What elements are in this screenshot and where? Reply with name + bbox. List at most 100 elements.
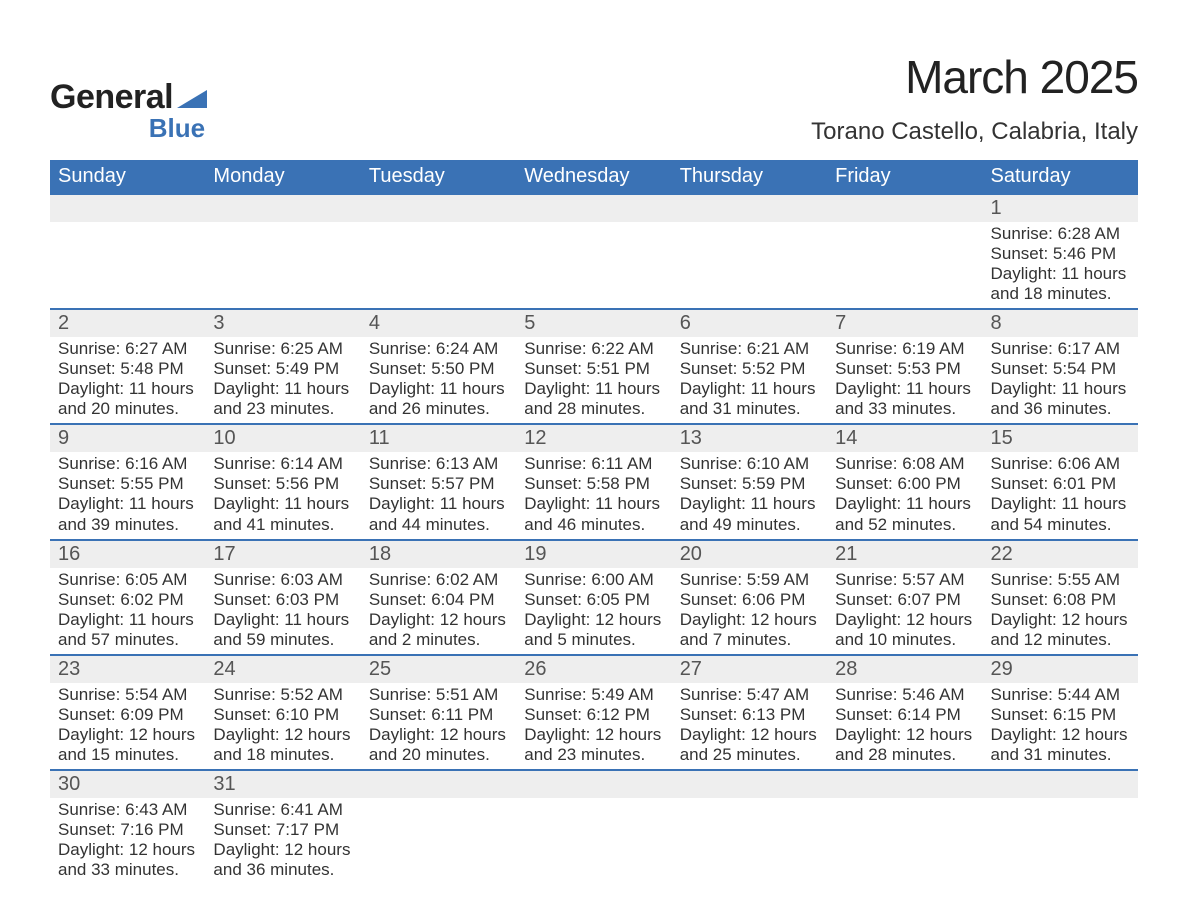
day-detail: Sunrise: 6:08 AMSunset: 6:00 PMDaylight:… (827, 452, 982, 539)
day-dl1: Daylight: 12 hours (213, 840, 352, 860)
week-daynum-row: 1 (50, 194, 1138, 222)
day-sunrise: Sunrise: 6:13 AM (369, 454, 508, 474)
day-detail: Sunrise: 6:43 AMSunset: 7:16 PMDaylight:… (50, 798, 205, 884)
day-sunset: Sunset: 5:50 PM (369, 359, 508, 379)
day-sunset: Sunset: 6:13 PM (680, 705, 819, 725)
day-dl1: Daylight: 11 hours (58, 610, 197, 630)
logo-text: General (50, 78, 207, 117)
day-of-week-header: Thursday (672, 160, 827, 194)
day-detail: Sunrise: 6:13 AMSunset: 5:57 PMDaylight:… (361, 452, 516, 539)
month-title: March 2025 (811, 50, 1138, 104)
day-number: 29 (983, 655, 1138, 683)
title-block: March 2025 Torano Castello, Calabria, It… (811, 50, 1138, 152)
day-detail: Sunrise: 6:05 AMSunset: 6:02 PMDaylight:… (50, 568, 205, 655)
day-sunrise: Sunrise: 6:14 AM (213, 454, 352, 474)
day-sunrise: Sunrise: 6:24 AM (369, 339, 508, 359)
day-sunset: Sunset: 6:06 PM (680, 590, 819, 610)
day-of-week-row: SundayMondayTuesdayWednesdayThursdayFrid… (50, 160, 1138, 194)
day-number: 30 (50, 770, 205, 798)
day-sunrise: Sunrise: 6:08 AM (835, 454, 974, 474)
week-detail-row: Sunrise: 6:27 AMSunset: 5:48 PMDaylight:… (50, 337, 1138, 424)
day-dl1: Daylight: 11 hours (58, 379, 197, 399)
day-detail (361, 222, 516, 309)
day-detail: Sunrise: 6:28 AMSunset: 5:46 PMDaylight:… (983, 222, 1138, 309)
day-dl1: Daylight: 12 hours (835, 610, 974, 630)
week-daynum-row: 3031 (50, 770, 1138, 798)
day-dl2: and 31 minutes. (680, 399, 819, 419)
day-sunset: Sunset: 6:02 PM (58, 590, 197, 610)
day-detail (205, 222, 360, 309)
day-dl1: Daylight: 11 hours (213, 379, 352, 399)
day-detail: Sunrise: 6:10 AMSunset: 5:59 PMDaylight:… (672, 452, 827, 539)
day-sunrise: Sunrise: 6:17 AM (991, 339, 1130, 359)
day-dl1: Daylight: 11 hours (991, 264, 1130, 284)
day-detail (672, 222, 827, 309)
day-dl2: and 15 minutes. (58, 745, 197, 765)
day-sunset: Sunset: 6:03 PM (213, 590, 352, 610)
day-of-week-header: Tuesday (361, 160, 516, 194)
day-sunset: Sunset: 6:11 PM (369, 705, 508, 725)
day-sunset: Sunset: 6:14 PM (835, 705, 974, 725)
day-detail: Sunrise: 6:00 AMSunset: 6:05 PMDaylight:… (516, 568, 671, 655)
week-daynum-row: 23242526272829 (50, 655, 1138, 683)
week-daynum-row: 9101112131415 (50, 424, 1138, 452)
day-number: 20 (672, 540, 827, 568)
day-number (205, 194, 360, 222)
day-number: 14 (827, 424, 982, 452)
day-detail: Sunrise: 6:11 AMSunset: 5:58 PMDaylight:… (516, 452, 671, 539)
day-sunrise: Sunrise: 5:54 AM (58, 685, 197, 705)
day-dl2: and 36 minutes. (213, 860, 352, 880)
day-number: 13 (672, 424, 827, 452)
logo-general: General (50, 78, 173, 117)
day-sunrise: Sunrise: 6:10 AM (680, 454, 819, 474)
day-number (983, 770, 1138, 798)
header: General Blue March 2025 Torano Castello,… (50, 50, 1138, 152)
day-dl1: Daylight: 12 hours (58, 840, 197, 860)
day-number (516, 194, 671, 222)
day-number: 6 (672, 309, 827, 337)
day-dl2: and 33 minutes. (58, 860, 197, 880)
day-detail: Sunrise: 6:25 AMSunset: 5:49 PMDaylight:… (205, 337, 360, 424)
week-detail-row: Sunrise: 5:54 AMSunset: 6:09 PMDaylight:… (50, 683, 1138, 770)
day-number (516, 770, 671, 798)
day-detail: Sunrise: 6:03 AMSunset: 6:03 PMDaylight:… (205, 568, 360, 655)
day-number: 21 (827, 540, 982, 568)
day-detail: Sunrise: 6:16 AMSunset: 5:55 PMDaylight:… (50, 452, 205, 539)
day-sunrise: Sunrise: 6:41 AM (213, 800, 352, 820)
day-sunset: Sunset: 6:15 PM (991, 705, 1130, 725)
day-dl2: and 57 minutes. (58, 630, 197, 650)
day-sunset: Sunset: 6:05 PM (524, 590, 663, 610)
day-number: 8 (983, 309, 1138, 337)
day-sunset: Sunset: 5:49 PM (213, 359, 352, 379)
day-number: 23 (50, 655, 205, 683)
day-sunset: Sunset: 6:10 PM (213, 705, 352, 725)
day-number (827, 194, 982, 222)
logo: General Blue (50, 50, 207, 144)
day-number (361, 770, 516, 798)
day-number: 22 (983, 540, 1138, 568)
day-dl2: and 18 minutes. (213, 745, 352, 765)
day-dl1: Daylight: 11 hours (213, 610, 352, 630)
day-dl2: and 20 minutes. (369, 745, 508, 765)
day-sunrise: Sunrise: 6:27 AM (58, 339, 197, 359)
day-dl2: and 28 minutes. (524, 399, 663, 419)
day-dl1: Daylight: 12 hours (369, 725, 508, 745)
day-dl1: Daylight: 12 hours (213, 725, 352, 745)
day-dl1: Daylight: 12 hours (680, 725, 819, 745)
day-sunrise: Sunrise: 5:57 AM (835, 570, 974, 590)
day-number: 12 (516, 424, 671, 452)
day-sunrise: Sunrise: 6:03 AM (213, 570, 352, 590)
day-sunset: Sunset: 6:01 PM (991, 474, 1130, 494)
day-dl2: and 54 minutes. (991, 515, 1130, 535)
day-detail: Sunrise: 5:46 AMSunset: 6:14 PMDaylight:… (827, 683, 982, 770)
day-number: 4 (361, 309, 516, 337)
day-sunrise: Sunrise: 6:02 AM (369, 570, 508, 590)
day-dl2: and 33 minutes. (835, 399, 974, 419)
day-dl1: Daylight: 12 hours (524, 610, 663, 630)
day-sunrise: Sunrise: 6:19 AM (835, 339, 974, 359)
day-number: 26 (516, 655, 671, 683)
day-sunrise: Sunrise: 5:49 AM (524, 685, 663, 705)
day-dl2: and 26 minutes. (369, 399, 508, 419)
day-sunrise: Sunrise: 5:46 AM (835, 685, 974, 705)
day-of-week-header: Friday (827, 160, 982, 194)
